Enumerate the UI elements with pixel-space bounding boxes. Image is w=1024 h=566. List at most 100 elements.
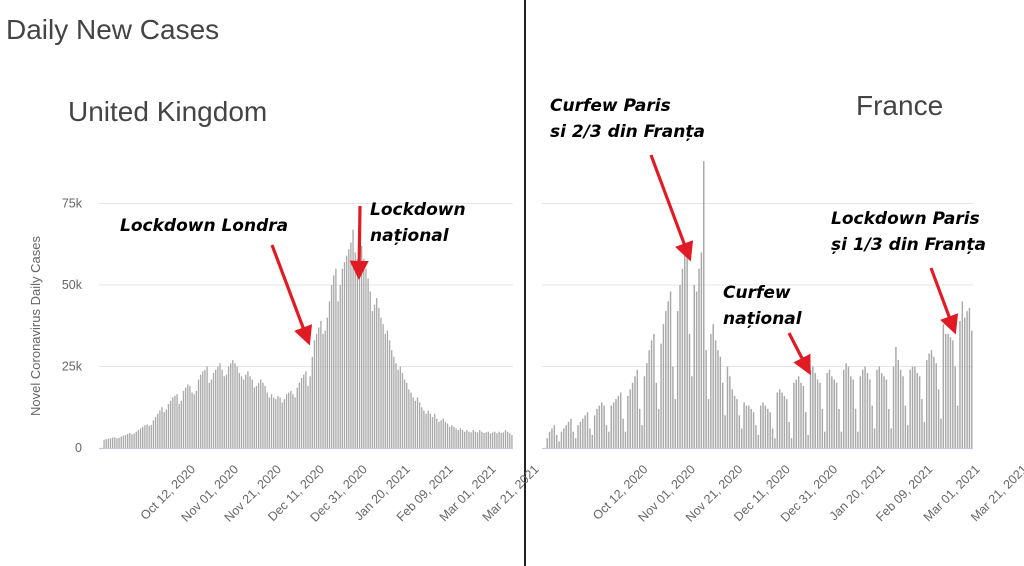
france-bar [733,395,736,448]
uk-bar [313,340,316,448]
uk-bar [481,431,483,448]
france-bar [586,412,589,448]
panel-divider [524,0,526,566]
france-bar [963,317,966,448]
uk-bar [416,397,419,448]
uk-bar [470,432,472,448]
france-bar [591,434,593,448]
france-bar [589,428,591,448]
france-bar [959,320,961,448]
uk-bar [309,376,311,448]
france-bar [546,438,548,448]
uk-bar [294,397,296,448]
uk-bar [369,291,371,448]
france-bar [617,395,620,448]
uk-bar [215,369,217,448]
uk-bar [341,268,344,448]
france-bar [669,291,672,448]
uk-bar [352,229,354,448]
france-bar [971,330,973,448]
france-bar [648,350,650,448]
uk-bar [266,392,268,448]
uk-bar [217,366,219,448]
france-bar [850,376,852,448]
uk-bar [169,400,172,448]
france-bar [650,340,653,448]
page-title: Daily New Cases [6,14,220,45]
france-bar [636,369,639,448]
france-bar [714,340,717,448]
uk-bar [494,431,496,448]
uk-bar [195,390,198,448]
uk-bar [455,428,457,448]
uk-bar [118,437,120,448]
france-bar [942,324,945,448]
uk-bar [412,397,414,448]
uk-bar [337,301,339,448]
france-bar [629,389,631,448]
uk-bar [107,438,110,448]
uk-bar [466,430,468,448]
uk-bar [506,431,509,448]
france-bar [857,431,859,448]
uk-bar [449,426,451,448]
france-bar [700,252,703,448]
france-bar [767,408,769,448]
france-bar [752,412,755,448]
france-bar [940,418,942,448]
france-bar [624,431,627,448]
uk-bar [253,387,256,448]
france-bar [674,399,677,448]
uk-bar [371,311,374,448]
uk-bar [444,421,447,448]
uk-bar [380,317,382,448]
france-bar [797,376,800,448]
uk-y-tick-label: 0 [75,441,82,455]
france-bar [679,285,681,448]
uk-bar [157,413,159,448]
uk-bar [142,426,144,448]
france-bar [719,356,722,448]
uk-bar [204,369,206,448]
france-bar [572,431,575,448]
uk-bar [127,433,129,448]
france-bar [631,382,634,448]
france-bar [655,382,658,448]
uk-bar [227,366,230,448]
france-bar [726,366,729,448]
uk-bar [165,409,167,448]
uk-bar [326,317,328,448]
uk-bar [247,371,249,448]
france-bar [968,307,971,448]
france-bar [672,366,674,448]
uk-bar [446,423,449,448]
france-bar [895,346,897,448]
france-annotation-label: Curfew Paris si 2/3 din Franța [550,96,705,142]
uk-bar [262,382,264,448]
france-bar [729,376,731,448]
france-bar [928,353,930,448]
uk-bar [464,431,466,448]
france-bar [769,412,771,448]
france-bar [916,373,918,448]
uk-bar [356,258,359,448]
uk-bar [403,379,406,448]
france-bar [731,389,733,448]
uk-bar [176,394,178,448]
france-bar [748,405,750,448]
france-bar [926,359,928,448]
france-bar [738,415,741,448]
france-bar [869,379,871,448]
france-bar [842,369,845,448]
france-bar [961,301,964,448]
france-annotation-label: Lockdown Paris și 1/3 din Franța [831,209,986,255]
france-bar [612,402,615,448]
france-bar [743,402,745,448]
uk-bar [182,390,185,448]
uk-bar [343,262,346,448]
france-bar [824,431,826,448]
uk-bar [242,379,245,448]
uk-bar [311,356,313,448]
uk-bar [131,434,133,448]
uk-bar [363,258,365,448]
